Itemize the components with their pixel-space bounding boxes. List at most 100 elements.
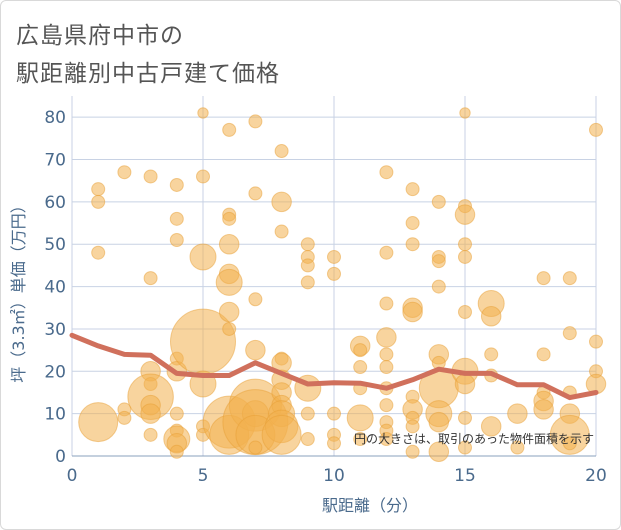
data-point — [549, 414, 590, 455]
tick-layer: 0 5 10 15 20 0 10 20 30 40 50 60 70 80 — [44, 108, 606, 486]
trend-layer — [69, 332, 599, 401]
data-point — [222, 211, 237, 226]
data-point — [248, 292, 263, 307]
data-point — [222, 321, 237, 336]
data-point — [353, 343, 368, 358]
data-point — [405, 182, 420, 197]
data-point — [169, 233, 184, 247]
data-point — [117, 165, 132, 180]
data-point — [143, 169, 158, 184]
data-point — [245, 339, 266, 361]
data-point — [431, 194, 446, 209]
trend-line — [69, 332, 599, 401]
data-point — [169, 177, 184, 192]
data-point — [91, 182, 106, 197]
data-point — [458, 305, 472, 319]
x-tick-label: 20 — [585, 466, 607, 486]
data-point — [454, 373, 476, 395]
data-point — [274, 224, 289, 239]
chart-title-line1: 広島県府中市の — [16, 23, 184, 49]
data-point — [143, 271, 158, 286]
data-point — [459, 107, 471, 119]
y-tick-label: 40 — [44, 278, 66, 298]
y-axis-label: 坪（3.3㎡）単価（万円） — [9, 197, 28, 382]
data-point — [379, 347, 394, 362]
data-point — [428, 441, 450, 463]
data-point — [507, 403, 528, 424]
y-tick-label: 20 — [44, 362, 66, 382]
data-point — [248, 114, 263, 129]
data-point — [402, 301, 423, 323]
data-point — [458, 440, 472, 455]
data-point — [379, 398, 394, 413]
data-point — [78, 402, 119, 443]
x-axis-label: 駅距離（分） — [322, 496, 418, 515]
data-point — [271, 191, 292, 213]
x-tick-label: 15 — [454, 466, 476, 486]
data-point — [197, 107, 209, 119]
data-point — [261, 414, 302, 455]
data-point — [379, 296, 394, 311]
data-point — [458, 410, 472, 425]
data-point — [91, 194, 106, 209]
data-point — [484, 347, 499, 362]
data-point — [327, 266, 341, 281]
data-point — [222, 122, 237, 137]
data-point — [454, 204, 476, 225]
data-point — [300, 237, 315, 252]
data-point — [300, 258, 315, 273]
data-point — [218, 233, 240, 255]
data-point — [143, 427, 158, 442]
data-point — [196, 169, 210, 184]
chart-note: 円の大きさは、取引のあった物件面積を示す — [354, 431, 594, 446]
data-point — [300, 275, 315, 290]
data-point — [379, 360, 394, 375]
data-point — [379, 432, 394, 447]
data-point — [405, 444, 420, 459]
data-point — [327, 406, 341, 421]
data-point — [189, 243, 217, 271]
data-point — [480, 416, 502, 437]
data-point — [536, 271, 551, 286]
data-point — [405, 216, 420, 231]
bubble-layer — [78, 107, 607, 463]
data-point — [300, 406, 315, 421]
data-point — [248, 440, 263, 455]
data-point — [536, 347, 551, 362]
data-point — [169, 211, 184, 226]
y-tick-label: 80 — [44, 108, 66, 128]
data-point — [428, 411, 450, 433]
y-tick-label: 10 — [44, 405, 66, 425]
chart-title-line2: 駅距離別中古戸建て価格 — [16, 61, 280, 87]
data-point — [510, 440, 525, 455]
data-point — [562, 436, 577, 451]
data-point — [405, 419, 420, 434]
data-point — [589, 334, 603, 349]
data-point — [562, 326, 577, 341]
y-tick-label: 30 — [44, 320, 66, 340]
data-point — [458, 237, 472, 252]
y-tick-label: 50 — [44, 235, 66, 255]
data-point — [218, 301, 240, 323]
data-point — [248, 186, 263, 201]
data-point — [379, 165, 394, 180]
data-point — [346, 404, 374, 432]
data-point — [140, 403, 161, 424]
data-point — [533, 399, 554, 420]
data-point — [300, 432, 315, 447]
x-tick-label: 10 — [323, 466, 345, 486]
data-point — [117, 410, 132, 425]
y-tick-label: 0 — [55, 447, 66, 467]
data-point — [379, 245, 394, 260]
data-point — [431, 279, 446, 294]
data-point — [480, 305, 502, 327]
data-point — [562, 271, 577, 286]
data-point — [169, 406, 184, 421]
x-tick-label: 0 — [67, 466, 78, 486]
data-point — [274, 144, 289, 159]
data-point — [376, 327, 397, 348]
y-tick-label: 70 — [44, 151, 66, 171]
data-point — [589, 122, 603, 137]
data-point — [169, 444, 184, 459]
